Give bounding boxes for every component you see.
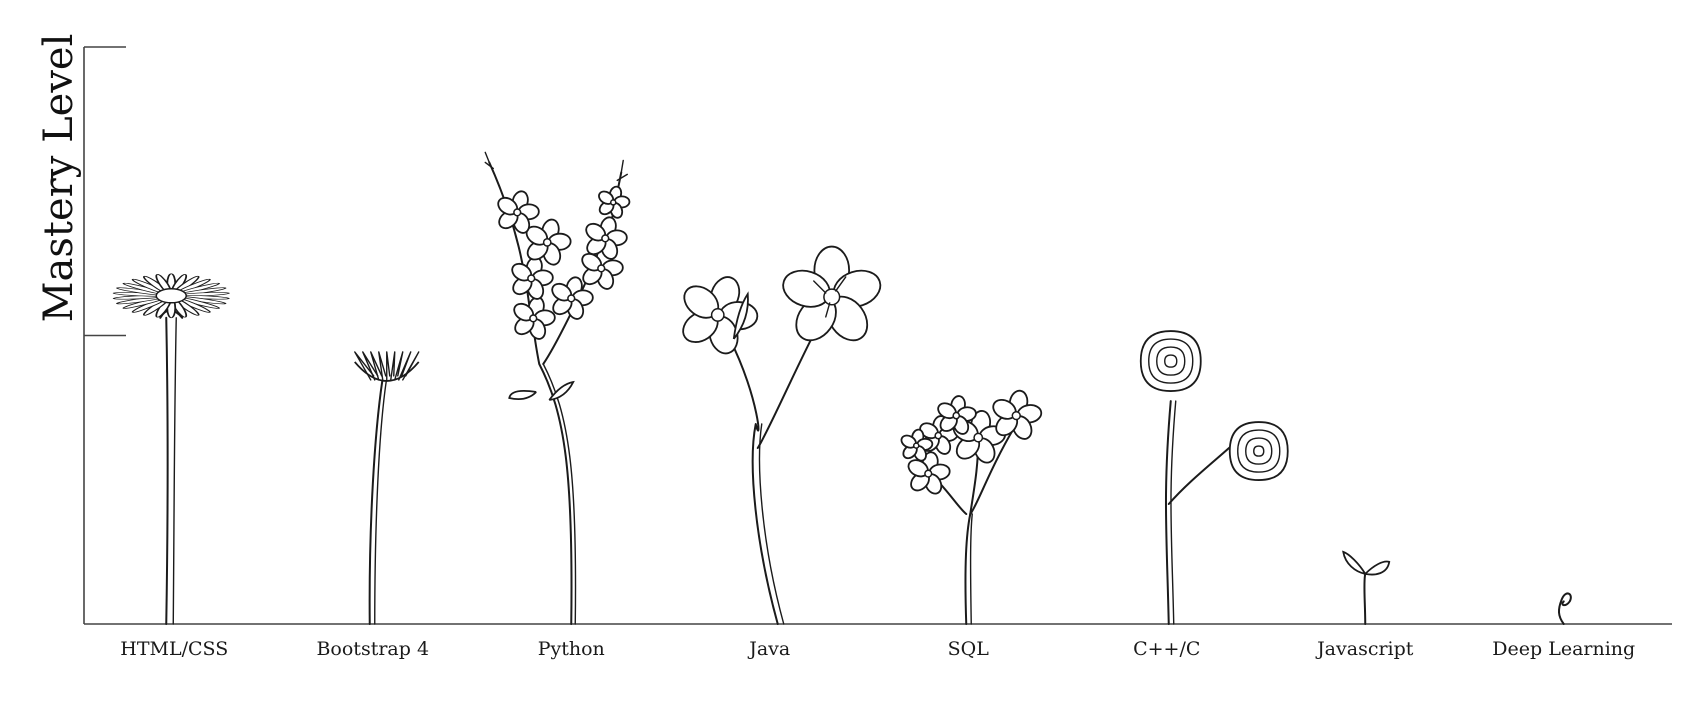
plant-mark-bootstrap-4 <box>354 351 420 625</box>
x-tick-label: Java <box>747 638 790 660</box>
y-ticks <box>84 46 126 337</box>
plant-mark-c-c <box>1139 330 1289 625</box>
plant-marks <box>112 151 1572 625</box>
plant-mark-html-css <box>112 273 230 625</box>
x-tick-labels: HTML/CSS Bootstrap 4 Python Java SQL C++/C Jav… <box>120 638 1635 660</box>
plant-mark-deep-learning <box>1558 592 1572 625</box>
plant-mark-sql <box>900 389 1043 625</box>
x-tick-label: C++/C <box>1133 638 1200 660</box>
x-tick-label: HTML/CSS <box>120 638 228 660</box>
x-tick-label: SQL <box>948 638 990 660</box>
plant-mark-java <box>682 245 882 625</box>
y-axis-label: Mastery Level <box>36 34 82 323</box>
plant-mark-python <box>484 151 631 625</box>
plant-mark-javascript <box>1342 550 1391 625</box>
x-tick-label: Javascript <box>1315 638 1414 660</box>
x-tick-label: Deep Learning <box>1492 638 1635 660</box>
x-tick-label: Python <box>538 638 605 660</box>
x-tick-label: Bootstrap 4 <box>316 638 429 660</box>
